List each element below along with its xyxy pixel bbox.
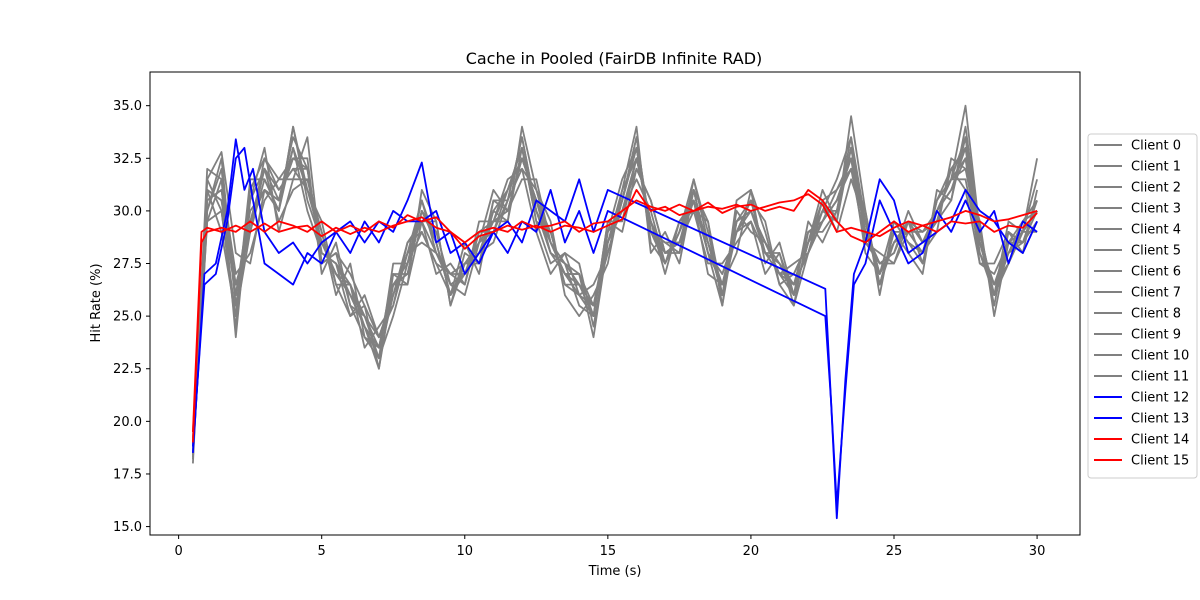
y-tick-label: 25.0: [113, 310, 142, 325]
x-tick-label: 15: [600, 544, 617, 559]
legend-label: Client 1: [1131, 160, 1181, 175]
legend-label: Client 5: [1131, 244, 1181, 259]
series-line-client-6: [192, 136, 1038, 439]
y-tick-label: 27.5: [113, 257, 142, 272]
y-tick-label: 17.5: [113, 467, 142, 482]
legend-label: Client 13: [1131, 412, 1189, 427]
series-line-client-5: [192, 157, 1038, 447]
series-line-client-1: [192, 157, 1038, 443]
axis-ticks: 0 5 10 15 20 25 30 15.0 17.5 20.0 22.5 25.0 27.5 30.0…: [113, 99, 1045, 559]
series-line-client-3: [192, 125, 1038, 432]
y-tick-label: 35.0: [113, 99, 142, 114]
y-tick-label: 32.5: [113, 152, 142, 167]
legend-label: Client 15: [1131, 454, 1189, 469]
legend-label: Client 0: [1131, 139, 1181, 154]
x-tick-label: 0: [174, 544, 182, 559]
x-tick-label: 5: [318, 544, 326, 559]
y-tick-label: 30.0: [113, 204, 142, 219]
series-line-client-0: [192, 136, 1038, 464]
x-tick-label: 30: [1029, 544, 1046, 559]
y-tick-label: 15.0: [113, 520, 142, 535]
legend-label: Client 14: [1131, 433, 1189, 448]
y-tick-label: 22.5: [113, 362, 142, 377]
series-line-client-4: [192, 136, 1038, 460]
series-line-client-7: [192, 104, 1038, 456]
chart-title: Cache in Pooled (FairDB Infinite RAD): [466, 49, 763, 68]
legend-label: Client 9: [1131, 328, 1181, 343]
plot-area: [192, 104, 1038, 520]
legend-box: [1087, 133, 1198, 479]
x-axis-label: Time (s): [588, 564, 642, 579]
legend-label: Client 6: [1131, 265, 1181, 280]
legend-label: Client 2: [1131, 181, 1181, 196]
legend-label: Client 12: [1131, 391, 1189, 406]
legend-label: Client 7: [1131, 286, 1181, 301]
legend-label: Client 3: [1131, 202, 1181, 217]
series-line-client-10: [192, 136, 1038, 458]
series-line-client-11: [192, 146, 1038, 445]
series-line-client-12: [192, 138, 1038, 520]
y-axis-label: Hit Rate (%): [89, 263, 104, 342]
series-line-client-14: [192, 193, 1038, 443]
series-line-client-2: [192, 115, 1038, 453]
series-line-client-8: [192, 125, 1038, 443]
plot-frame: [149, 71, 1081, 536]
series-line-client-9: [192, 136, 1038, 451]
legend-label: Client 4: [1131, 223, 1181, 238]
legend-label: Client 8: [1131, 307, 1181, 322]
x-tick-label: 10: [456, 544, 473, 559]
legend-label: Client 11: [1131, 370, 1189, 385]
x-tick-label: 25: [886, 544, 903, 559]
series-line-client-15: [192, 188, 1038, 432]
legend-label: Client 10: [1131, 349, 1189, 364]
legend: Client 0 Client 1 Client 2 Client 3 Client 4…: [1087, 133, 1198, 479]
y-tick-label: 20.0: [113, 415, 142, 430]
x-tick-label: 20: [743, 544, 760, 559]
series-line-client-13: [192, 146, 1038, 507]
